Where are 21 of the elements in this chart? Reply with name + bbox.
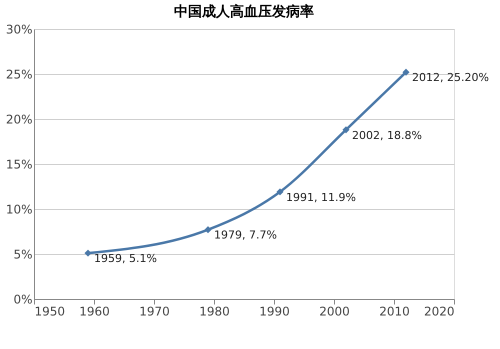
chart-title: 中国成人高血压发病率: [174, 3, 314, 20]
data-label: 2002, 18.8%: [352, 128, 422, 142]
x-tick-label: 1950: [34, 304, 66, 318]
x-tick-label: 1990: [259, 304, 290, 318]
x-tick-label: 2000: [319, 304, 350, 318]
data-label: 1979, 7.7%: [214, 228, 277, 242]
x-tick-label: 2020: [424, 304, 454, 318]
x-tick-label: 1970: [139, 304, 170, 318]
x-tick-label: 1980: [199, 304, 230, 318]
y-tick-label: 15%: [6, 158, 32, 172]
y-tick-label: 25%: [6, 68, 32, 82]
y-tick-label: 30%: [6, 22, 32, 36]
x-tick-label: 2010: [379, 304, 410, 318]
data-label: 1991, 11.9%: [286, 190, 356, 204]
y-tick-label: 20%: [6, 112, 32, 126]
x-tick-label: 1960: [79, 304, 110, 318]
data-label: 2012, 25.20%: [412, 71, 489, 84]
y-tick-label: 10%: [6, 202, 32, 216]
data-label: 1959, 5.1%: [94, 252, 157, 266]
y-tick-label: 5%: [13, 248, 32, 262]
y-tick-label: 0%: [13, 292, 32, 306]
